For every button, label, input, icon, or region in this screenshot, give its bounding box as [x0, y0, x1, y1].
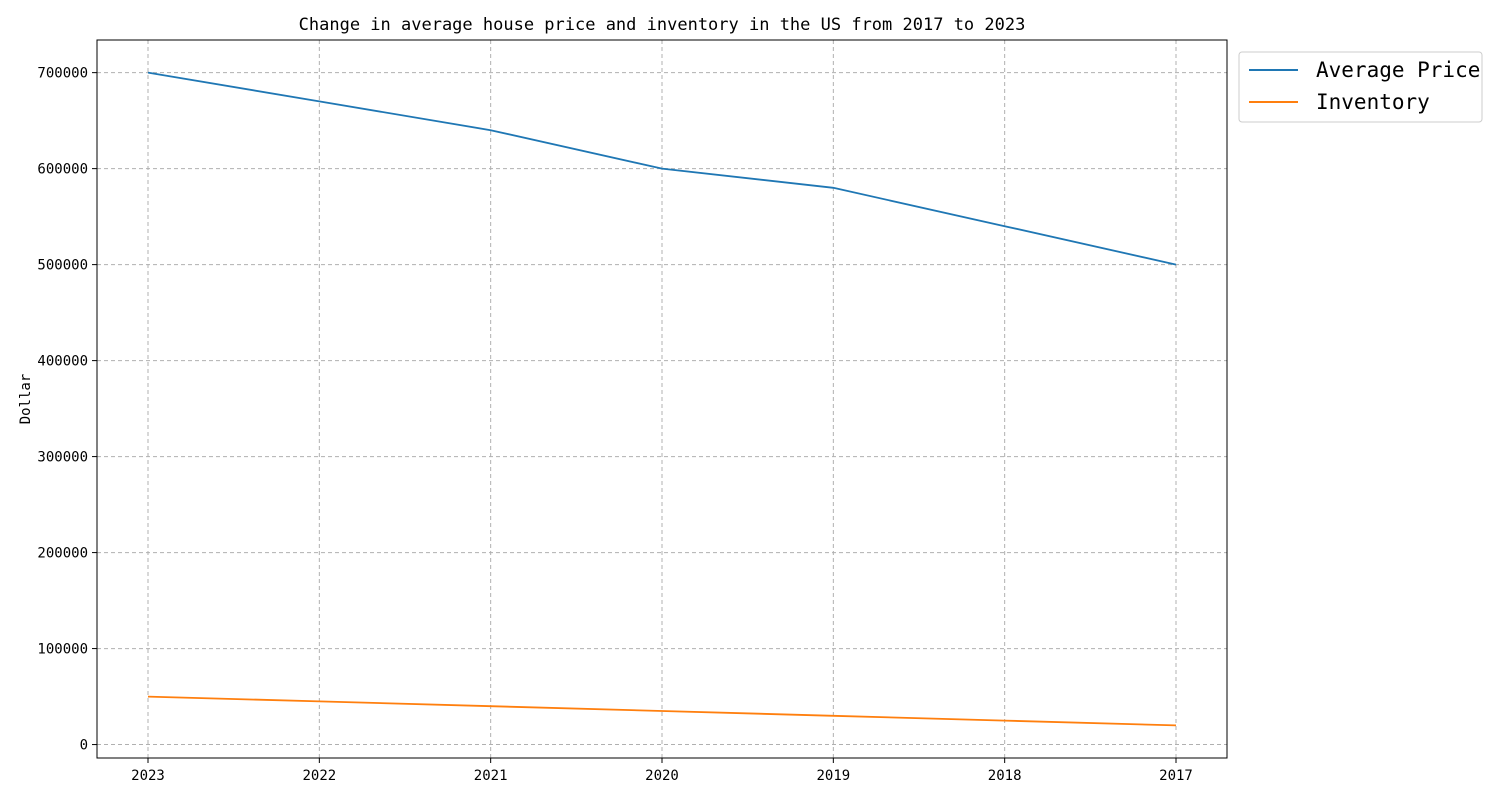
x-tick-label: 2020: [645, 768, 679, 784]
y-tick-label: 300000: [37, 450, 88, 466]
y-tick-label: 100000: [37, 642, 88, 658]
y-tick-label: 0: [80, 738, 88, 754]
x-tick-label: 2021: [474, 768, 508, 784]
series-line-average-price: [147, 71, 1177, 266]
x-tick-label: 2023: [131, 768, 165, 784]
grid-lines: [97, 40, 1227, 758]
x-axis: 2023 2022 2021 2020 2019 2018 2017: [131, 758, 1193, 784]
series-line-inventory: [147, 695, 1177, 727]
y-tick-label: 200000: [37, 546, 88, 562]
chart-title: Change in average house price and invent…: [299, 15, 1026, 35]
y-axis-label: Dollar: [18, 374, 34, 425]
legend-label: Inventory: [1316, 90, 1430, 114]
legend-label: Average Price: [1316, 58, 1480, 82]
series-lines: [147, 71, 1177, 727]
y-axis: 0 100000 200000 300000 400000 500000 600000 700…: [37, 66, 97, 754]
legend-box: [1238, 51, 1483, 123]
y-tick-label: 400000: [37, 354, 88, 370]
legend: Average Price Inventory: [1238, 51, 1483, 123]
y-tick-label: 500000: [37, 258, 88, 274]
x-tick-label: 2018: [988, 768, 1022, 784]
x-tick-label: 2017: [1159, 768, 1193, 784]
x-tick-label: 2019: [816, 768, 850, 784]
y-tick-label: 700000: [37, 66, 88, 82]
x-tick-label: 2022: [302, 768, 336, 784]
y-tick-label: 600000: [37, 162, 88, 178]
